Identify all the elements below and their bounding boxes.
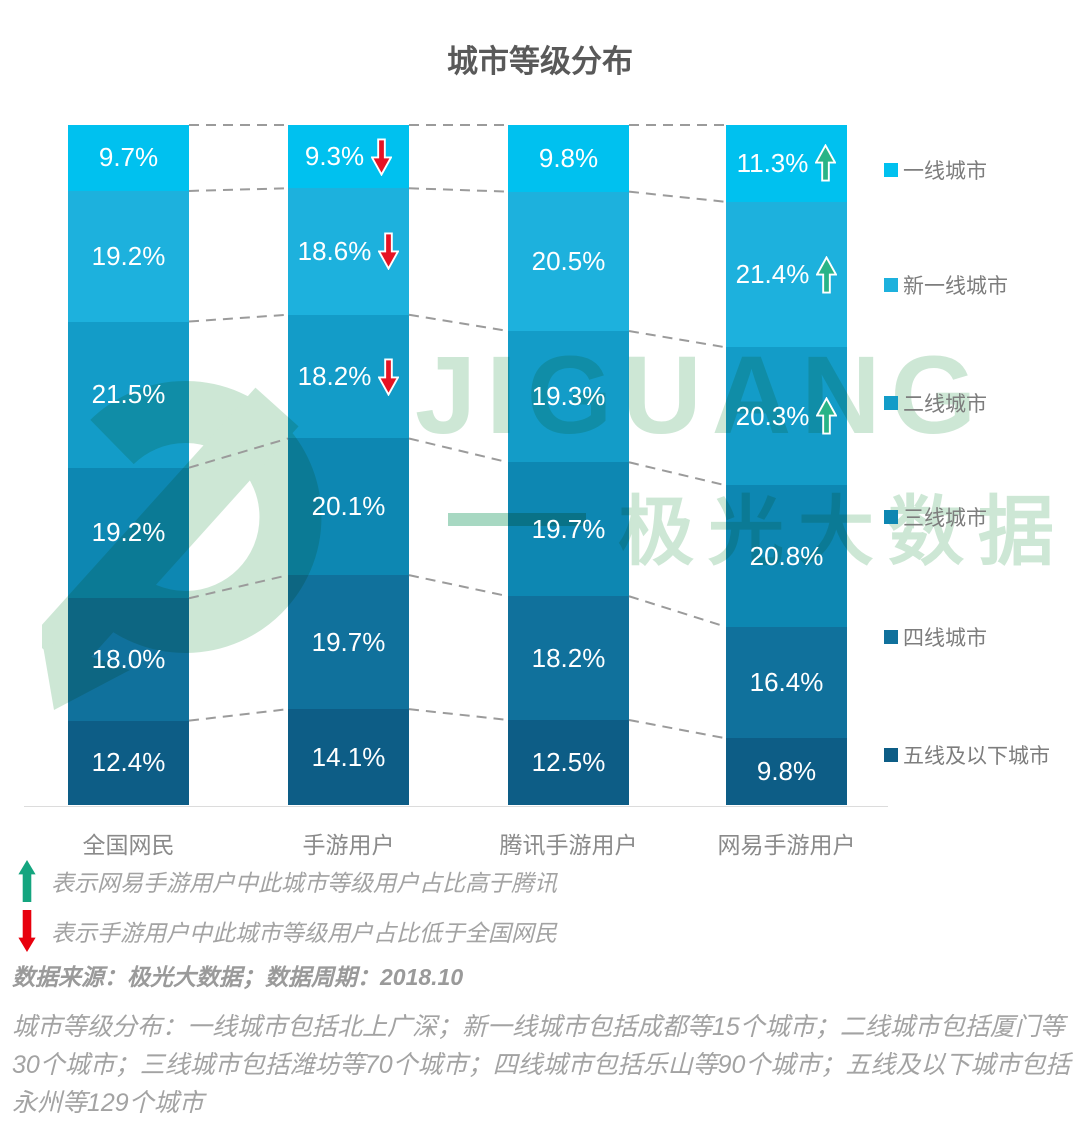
- bar-segment: [68, 720, 189, 805]
- bar-segment: [68, 125, 189, 191]
- legend-item: 四线城市: [884, 625, 987, 650]
- bar-segment: [726, 738, 847, 805]
- legend-label: 新一线城市: [903, 275, 1008, 298]
- legend-swatch-icon: [884, 163, 898, 177]
- legend-item: 二线城市: [884, 391, 987, 416]
- legend-label: 二线城市: [903, 393, 987, 416]
- legend-swatch-icon: [884, 396, 898, 410]
- legend-item: 三线城市: [884, 505, 987, 530]
- bar-segment: [288, 709, 409, 805]
- legend-note-down: 表示手游用户中此城市等级用户占比低于全国网民: [18, 908, 557, 954]
- up-arrow-icon: [18, 860, 36, 902]
- bar-segment: [726, 626, 847, 739]
- bar-segment: [508, 462, 629, 597]
- legend-label: 三线城市: [903, 507, 987, 530]
- x-axis-line: [24, 806, 888, 807]
- city-tier-description: 城市等级分布：一线城市包括北上广深；新一线城市包括成都等15个城市；二线城市包括…: [12, 1013, 1071, 1117]
- bar-segment: [68, 190, 189, 322]
- legend-swatch-icon: [884, 510, 898, 524]
- bar-segment: [508, 596, 629, 720]
- legend-item: 新一线城市: [884, 273, 1008, 298]
- legend-swatch-icon: [884, 748, 898, 762]
- legend-swatch-icon: [884, 278, 898, 292]
- up-arrow-shape: [18, 860, 36, 902]
- legend-label: 四线城市: [903, 627, 987, 650]
- legend-item: 五线及以下城市: [884, 743, 1050, 768]
- bar-segment: [508, 191, 629, 332]
- down-arrow-icon: [18, 910, 36, 952]
- x-axis-label: 腾讯手游用户: [499, 832, 638, 858]
- legend-label: 五线及以下城市: [903, 745, 1050, 768]
- legend-swatch-icon: [884, 630, 898, 644]
- legend-label: 一线城市: [903, 160, 987, 183]
- legend-note-up: 表示网易手游用户中此城市等级用户占比高于腾讯: [18, 858, 557, 904]
- bar-segment: [508, 331, 629, 463]
- down-arrow-shape: [18, 910, 36, 952]
- data-source-line: 数据来源：极光大数据；数据周期：2018.10: [12, 964, 464, 990]
- bar-segment: [726, 485, 847, 627]
- bar-segment: [508, 720, 629, 805]
- note-down-text: 表示手游用户中此城市等级用户占比低于全国网民: [51, 920, 557, 946]
- page-title: 城市等级分布: [447, 44, 633, 79]
- bar-segment: [508, 125, 629, 192]
- x-axis-label: 网易手游用户: [717, 832, 856, 858]
- x-axis-label: 手游用户: [302, 832, 395, 858]
- x-axis-label: 全国网民: [82, 832, 175, 858]
- legend-item: 一线城市: [884, 158, 987, 183]
- note-up-text: 表示网易手游用户中此城市等级用户占比高于腾讯: [51, 870, 557, 896]
